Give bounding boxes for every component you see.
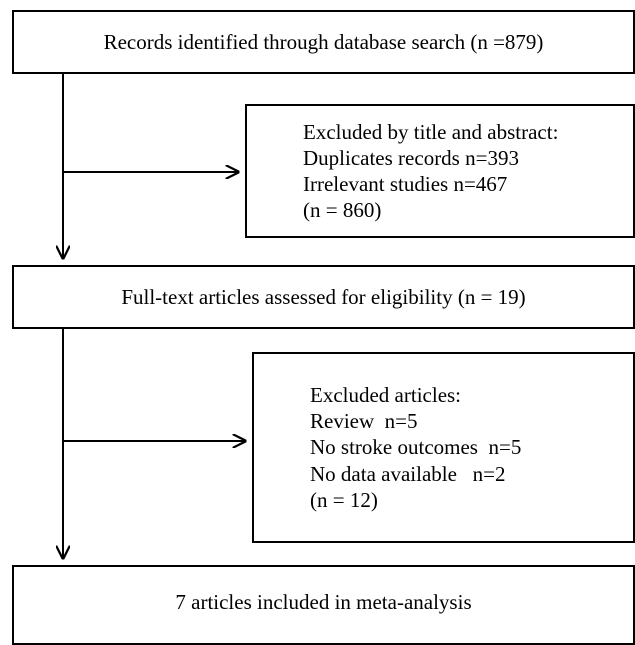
excluded-articles-heading: Excluded articles: [310, 382, 462, 407]
fulltext-assessed-box: Full-text articles assessed for eligibil… [12, 265, 635, 329]
included-studies-text: 7 articles included in meta-analysis [175, 590, 472, 614]
records-identified-box: Records identified through database sear… [12, 10, 635, 74]
included-studies-box: 7 articles included in meta-analysis [12, 565, 635, 645]
excluded-duplicates: Duplicates records n=393 [303, 145, 519, 170]
excluded-no-stroke: No stroke outcomes n=5 [310, 435, 522, 460]
excluded-title-abstract-box: Excluded by title and abstract: Duplicat… [245, 104, 635, 238]
excluded-title-total: (n = 860) [303, 198, 382, 223]
records-identified-text: Records identified through database sear… [103, 29, 544, 54]
excluded-no-data: No data available n=2 [310, 461, 506, 486]
excluded-articles-box: Excluded articles: Review n=5 No stroke … [252, 352, 635, 543]
excluded-review: Review n=5 [310, 409, 418, 434]
excluded-irrelevant: Irrelevant studies n=467 [303, 172, 508, 196]
fulltext-assessed-text: Full-text articles assessed for eligibil… [121, 284, 526, 309]
excluded-articles-total: (n = 12) [310, 487, 378, 512]
excluded-title-heading: Excluded by title and abstract: [303, 119, 559, 144]
